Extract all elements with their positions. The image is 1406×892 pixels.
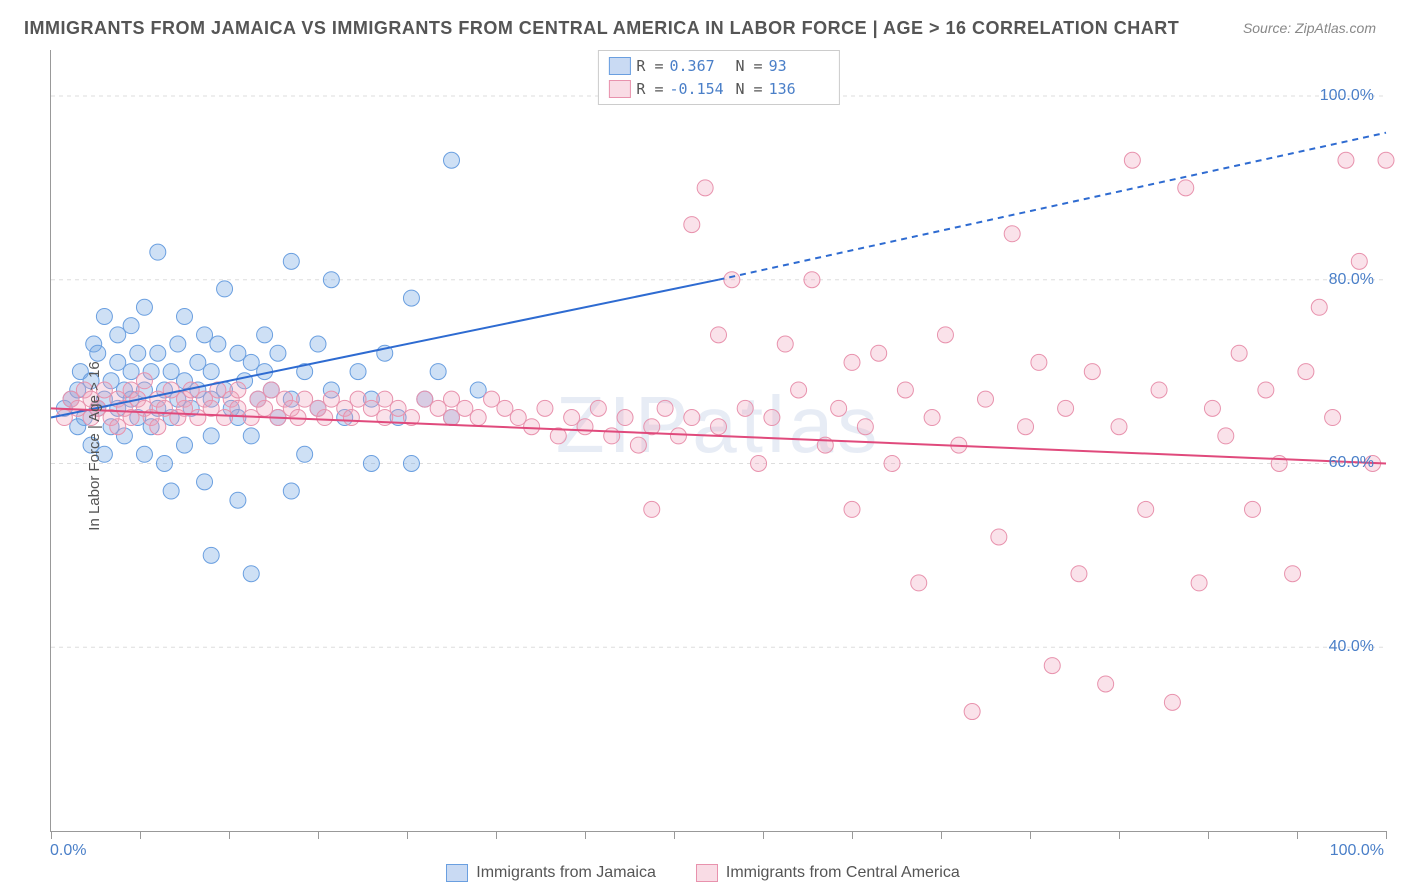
- legend-label-jamaica: Immigrants from Jamaica: [476, 864, 656, 882]
- n-label: N =: [736, 55, 763, 78]
- chart-plot-area: ZIPatlas R = 0.367 N = 93 R = -0.154 N =…: [50, 50, 1386, 832]
- y-tick-label: 60.0%: [1329, 454, 1374, 472]
- n-label: N =: [736, 78, 763, 101]
- swatch-blue-icon: [446, 864, 468, 882]
- x-tick-right: 100.0%: [1330, 842, 1384, 860]
- r-value-central: -0.154: [670, 78, 730, 101]
- x-tick-mark: [1119, 831, 1120, 839]
- r-value-jamaica: 0.367: [670, 55, 730, 78]
- y-tick-label: 100.0%: [1320, 87, 1374, 105]
- legend-item-jamaica: Immigrants from Jamaica: [446, 864, 656, 882]
- legend-label-central: Immigrants from Central America: [726, 864, 960, 882]
- legend-row-central: R = -0.154 N = 136: [608, 78, 828, 101]
- x-tick-mark: [763, 831, 764, 839]
- r-label: R =: [636, 55, 663, 78]
- scatter-svg: [51, 50, 1386, 831]
- x-tick-mark: [1208, 831, 1209, 839]
- chart-title: IMMIGRANTS FROM JAMAICA VS IMMIGRANTS FR…: [24, 18, 1179, 39]
- x-tick-mark: [674, 831, 675, 839]
- y-tick-label: 40.0%: [1329, 638, 1374, 656]
- x-tick-mark: [318, 831, 319, 839]
- x-tick-mark: [1386, 831, 1387, 839]
- x-tick-mark: [496, 831, 497, 839]
- correlation-legend: R = 0.367 N = 93 R = -0.154 N = 136: [597, 50, 839, 105]
- source-label: Source: ZipAtlas.com: [1243, 20, 1376, 36]
- x-tick-mark: [941, 831, 942, 839]
- x-tick-mark: [407, 831, 408, 839]
- x-tick-left: 0.0%: [50, 842, 86, 860]
- swatch-blue-icon: [608, 57, 630, 75]
- legend-row-jamaica: R = 0.367 N = 93: [608, 55, 828, 78]
- n-value-central: 136: [769, 78, 829, 101]
- x-tick-mark: [1297, 831, 1298, 839]
- n-value-jamaica: 93: [769, 55, 829, 78]
- x-tick-mark: [852, 831, 853, 839]
- y-axis-label: In Labor Force | Age > 16: [86, 361, 103, 530]
- x-tick-mark: [585, 831, 586, 839]
- x-tick-mark: [51, 831, 52, 839]
- r-label: R =: [636, 78, 663, 101]
- x-tick-mark: [140, 831, 141, 839]
- y-tick-label: 80.0%: [1329, 271, 1374, 289]
- x-tick-mark: [1030, 831, 1031, 839]
- bottom-legend: Immigrants from Jamaica Immigrants from …: [0, 864, 1406, 882]
- x-tick-mark: [229, 831, 230, 839]
- swatch-pink-icon: [696, 864, 718, 882]
- swatch-pink-icon: [608, 80, 630, 98]
- legend-item-central: Immigrants from Central America: [696, 864, 960, 882]
